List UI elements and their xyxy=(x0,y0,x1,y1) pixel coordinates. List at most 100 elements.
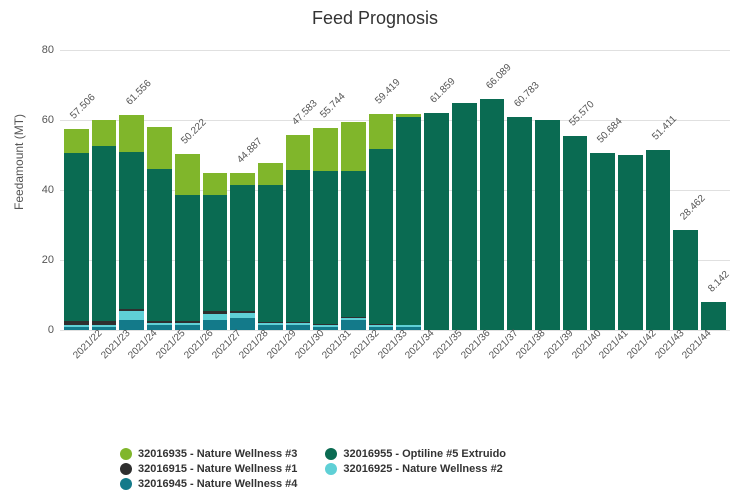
y-tick: 40 xyxy=(42,184,54,196)
bar-total-label: 61.556 xyxy=(124,78,153,107)
bars-row: 57.50661.55650.22244.88747.58355.74459.4… xyxy=(60,50,730,330)
bar-total-label: 50.684 xyxy=(595,116,624,145)
bar-total-label: 59.419 xyxy=(373,77,402,106)
bar: 66.089 xyxy=(480,99,505,330)
bar-segment-nw3 xyxy=(286,135,311,170)
bar-total-label: 55.570 xyxy=(567,99,596,128)
legend-item-nw3: 32016935 - Nature Wellness #3 xyxy=(120,448,297,460)
y-tick: 20 xyxy=(42,254,54,266)
bar-total-label: 50.222 xyxy=(179,117,208,146)
bar: 51.411 xyxy=(646,150,671,330)
bar-segment-opt5 xyxy=(147,169,172,321)
bar-total-label: 55.744 xyxy=(318,91,347,120)
x-tick-label: 2021/38 xyxy=(514,336,539,361)
legend-swatch xyxy=(120,448,132,460)
bar-segment-opt5 xyxy=(64,153,89,321)
x-tick-label: 2021/39 xyxy=(542,336,567,361)
x-tick-label: 2021/34 xyxy=(404,336,429,361)
x-tick-label: 2021/32 xyxy=(348,336,373,361)
bar-segment-opt5 xyxy=(230,185,255,311)
y-axis-label: Feedamount (MT) xyxy=(12,114,26,210)
bar xyxy=(535,120,560,330)
bar-segment-nw3 xyxy=(64,129,89,154)
chart-area: 57.50661.55650.22244.88747.58355.74459.4… xyxy=(60,40,730,390)
bar-segment-opt5 xyxy=(452,103,477,331)
bar: 59.419 xyxy=(369,114,394,330)
legend-item-nw1: 32016915 - Nature Wellness #1 xyxy=(120,463,297,475)
bar-segment-opt5 xyxy=(618,155,643,330)
bar-segment-nw3 xyxy=(341,122,366,171)
x-tick-label: 2021/26 xyxy=(182,336,207,361)
x-axis-labels: 2021/222021/232021/242021/252021/262021/… xyxy=(60,336,730,347)
bar-segment-opt5 xyxy=(119,152,144,310)
bar: 8.142 xyxy=(701,302,726,330)
bar: 61.556 xyxy=(119,115,144,330)
bar-segment-nw3 xyxy=(313,128,338,171)
bar-segment-nw3 xyxy=(92,120,117,146)
bar-total-label: 60.783 xyxy=(512,80,541,109)
chart-title: Feed Prognosis xyxy=(0,0,750,29)
bar-segment-opt5 xyxy=(92,146,117,321)
x-tick-label xyxy=(708,336,733,361)
x-tick-label: 2021/41 xyxy=(598,336,623,361)
bar-total-label: 44.887 xyxy=(235,136,264,165)
legend-label: 32016935 - Nature Wellness #3 xyxy=(138,448,297,460)
legend-swatch xyxy=(120,478,132,490)
bar-segment-opt5 xyxy=(563,136,588,330)
bar-segment-opt5 xyxy=(507,117,532,330)
legend-label: 32016925 - Nature Wellness #2 xyxy=(343,463,502,475)
bar-segment-opt5 xyxy=(673,230,698,330)
x-tick-label: 2021/40 xyxy=(570,336,595,361)
legend-label: 32016915 - Nature Wellness #1 xyxy=(138,463,297,475)
bar xyxy=(258,163,283,330)
legend-swatch xyxy=(120,463,132,475)
bar: 44.887 xyxy=(230,173,255,330)
bar-segment-opt5 xyxy=(313,171,338,323)
bar-segment-nw3 xyxy=(147,127,172,169)
x-tick-label: 2021/44 xyxy=(681,336,706,361)
bar-segment-opt5 xyxy=(341,171,366,316)
x-tick-label: 2021/35 xyxy=(431,336,456,361)
bar-segment-nw4 xyxy=(64,327,89,331)
x-tick-label: 2021/43 xyxy=(653,336,678,361)
bar-segment-opt5 xyxy=(646,150,671,330)
bar: 55.570 xyxy=(563,136,588,330)
bar-total-label: 28.462 xyxy=(678,193,707,222)
bar-segment-opt5 xyxy=(424,113,449,330)
bar-total-label: 61.859 xyxy=(429,76,458,105)
bar xyxy=(618,155,643,330)
bar-segment-opt5 xyxy=(286,170,311,322)
bar-segment-nw3 xyxy=(258,163,283,185)
x-tick-label: 2021/27 xyxy=(210,336,235,361)
bar-segment-nw2 xyxy=(119,311,144,320)
bar xyxy=(147,127,172,330)
legend-label: 32016955 - Optiline #5 Extruido xyxy=(343,448,506,460)
x-tick-label: 2021/42 xyxy=(625,336,650,361)
bar-segment-opt5 xyxy=(175,195,200,321)
bar: 60.783 xyxy=(507,117,532,330)
x-tick-label: 2021/29 xyxy=(265,336,290,361)
x-tick-label: 2021/37 xyxy=(487,336,512,361)
bar-segment-opt5 xyxy=(369,149,394,324)
bar xyxy=(452,103,477,331)
bar: 50.684 xyxy=(590,153,615,330)
bar xyxy=(203,173,228,330)
x-tick-label: 2021/25 xyxy=(154,336,179,361)
y-tick: 0 xyxy=(48,324,54,336)
bar-segment-opt5 xyxy=(590,153,615,330)
bar xyxy=(341,122,366,330)
bar-segment-opt5 xyxy=(396,117,421,325)
x-tick-label: 2021/33 xyxy=(376,336,401,361)
legend-item-nw4: 32016945 - Nature Wellness #4 xyxy=(120,478,297,490)
x-tick-label: 2021/22 xyxy=(71,336,96,361)
bar-segment-nw3 xyxy=(230,173,255,186)
x-tick-label: 2021/23 xyxy=(99,336,124,361)
bar: 55.744 xyxy=(313,128,338,330)
x-tick-label: 2021/30 xyxy=(293,336,318,361)
plot-area: 57.50661.55650.22244.88747.58355.74459.4… xyxy=(60,50,730,330)
bar-segment-opt5 xyxy=(701,302,726,330)
bar: 28.462 xyxy=(673,230,698,330)
y-tick: 60 xyxy=(42,114,54,126)
bar-segment-nw3 xyxy=(119,115,144,152)
bar-total-label: 8.142 xyxy=(706,269,731,294)
